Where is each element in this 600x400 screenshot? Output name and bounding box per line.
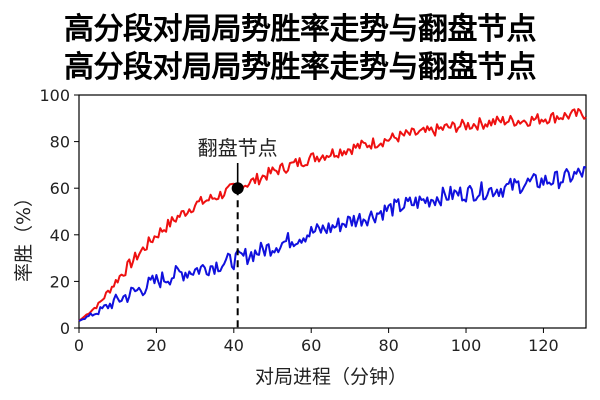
y-tick-label: 20 — [50, 272, 70, 291]
annotation-marker — [231, 182, 244, 195]
x-tick-label: 120 — [528, 336, 559, 355]
annotation-layer: 翻盘节点 — [198, 136, 278, 328]
x-tick-label: 60 — [301, 336, 321, 355]
x-tick-label: 0 — [74, 336, 84, 355]
y-tick-label: 40 — [50, 226, 70, 245]
axes: 0 20 40 60 80 100 120 0 20 40 60 80 100 — [39, 86, 587, 355]
x-tick-label: 40 — [224, 336, 244, 355]
chart-subtitle: 高分段对局局势胜率走势与翻盘节点 — [64, 50, 537, 85]
y-tick-label: 0 — [60, 319, 70, 338]
y-tick-label: 100 — [39, 86, 70, 105]
y-tick-label: 60 — [50, 179, 70, 198]
y-tick-label: 80 — [50, 133, 70, 152]
series-line-2 — [78, 166, 587, 322]
x-axis-label: 对局进程（分钟） — [255, 366, 407, 388]
series-layer — [78, 108, 587, 322]
x-tick-label: 80 — [378, 336, 398, 355]
annotation-label: 翻盘节点 — [198, 136, 278, 160]
plot-frame — [78, 94, 587, 329]
chart-title: 高分段对局局势胜率走势与翻盘节点 — [64, 12, 537, 47]
x-tick-label: 20 — [146, 336, 166, 355]
x-tick-label: 100 — [451, 336, 482, 355]
series-line-1 — [78, 108, 587, 322]
y-axis-label: 率胜（%） — [13, 188, 35, 282]
